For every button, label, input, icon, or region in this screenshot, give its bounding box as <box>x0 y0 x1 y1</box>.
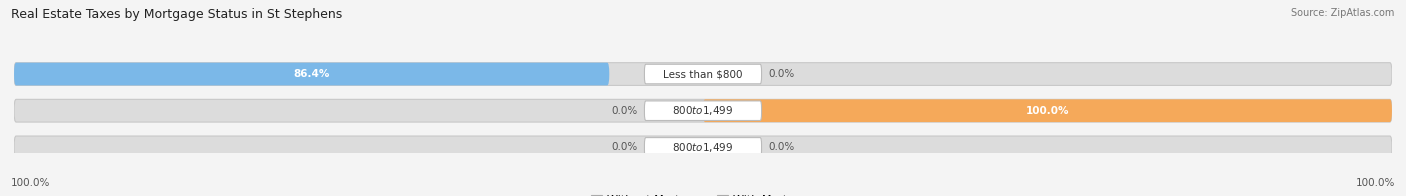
FancyBboxPatch shape <box>14 136 1392 159</box>
FancyBboxPatch shape <box>14 63 1392 85</box>
Text: $800 to $1,499: $800 to $1,499 <box>672 141 734 154</box>
Text: 100.0%: 100.0% <box>11 178 51 188</box>
Text: $800 to $1,499: $800 to $1,499 <box>672 104 734 117</box>
Text: Real Estate Taxes by Mortgage Status in St Stephens: Real Estate Taxes by Mortgage Status in … <box>11 8 343 21</box>
Text: 100.0%: 100.0% <box>1355 178 1395 188</box>
FancyBboxPatch shape <box>644 101 762 121</box>
FancyBboxPatch shape <box>14 99 1392 122</box>
FancyBboxPatch shape <box>14 63 609 85</box>
Legend: Without Mortgage, With Mortgage: Without Mortgage, With Mortgage <box>586 191 820 196</box>
Text: 0.0%: 0.0% <box>612 142 637 152</box>
Text: 0.0%: 0.0% <box>769 142 794 152</box>
FancyBboxPatch shape <box>703 99 1392 122</box>
Text: 100.0%: 100.0% <box>1026 106 1069 116</box>
Text: Less than $800: Less than $800 <box>664 69 742 79</box>
FancyBboxPatch shape <box>644 138 762 157</box>
Text: 0.0%: 0.0% <box>769 69 794 79</box>
FancyBboxPatch shape <box>644 64 762 84</box>
Text: 86.4%: 86.4% <box>294 69 330 79</box>
Text: 0.0%: 0.0% <box>612 106 637 116</box>
Text: Source: ZipAtlas.com: Source: ZipAtlas.com <box>1291 8 1395 18</box>
